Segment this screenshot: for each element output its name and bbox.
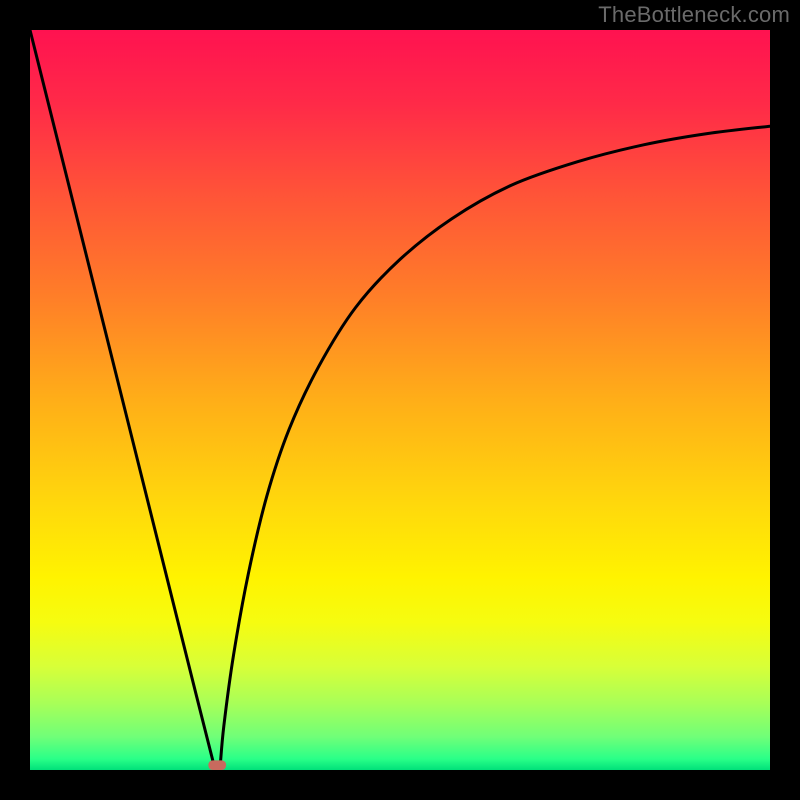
- plot-area: [0, 0, 800, 800]
- optimal-marker: [208, 760, 226, 770]
- watermark-text: TheBottleneck.com: [598, 2, 790, 28]
- bottleneck-chart: [0, 0, 800, 800]
